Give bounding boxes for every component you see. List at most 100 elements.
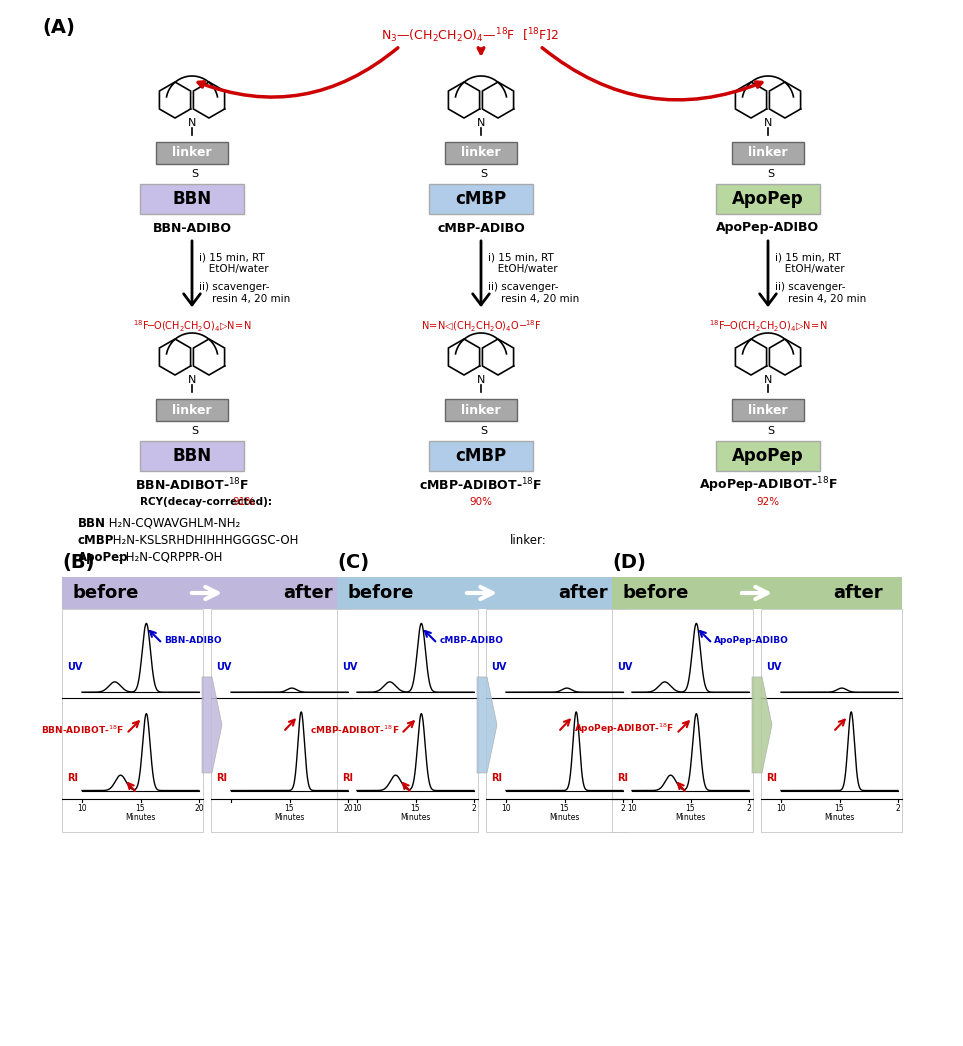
Text: cMBP: cMBP [455, 190, 507, 208]
Text: S: S [480, 169, 487, 179]
Text: 15: 15 [560, 803, 569, 813]
Text: cMBP-ADIBOT-$^{18}$F: cMBP-ADIBOT-$^{18}$F [310, 723, 400, 735]
Bar [337, 577, 627, 609]
Bar [732, 142, 804, 164]
Text: 92%: 92% [757, 497, 780, 507]
Text: : H₂N-CQRPPR-OH: : H₂N-CQRPPR-OH [118, 551, 222, 564]
Text: BBN: BBN [78, 517, 106, 530]
Text: after: after [559, 584, 609, 602]
Text: N: N [477, 118, 485, 128]
Text: UV: UV [766, 662, 781, 672]
Text: Minutes: Minutes [549, 813, 580, 821]
Text: BBN-ADIBO: BBN-ADIBO [165, 636, 222, 645]
Text: RI: RI [491, 773, 502, 783]
Text: 10: 10 [627, 803, 637, 813]
Text: S: S [767, 169, 774, 179]
Text: BBN-ADIBO: BBN-ADIBO [152, 222, 231, 234]
Bar [716, 441, 820, 471]
Text: 10: 10 [77, 803, 87, 813]
Text: ApoPep: ApoPep [732, 190, 804, 208]
Text: RCY(decay-corrected):: RCY(decay-corrected): [140, 497, 275, 507]
Text: N: N [764, 376, 772, 385]
Text: N: N [188, 118, 196, 128]
Text: after: after [834, 584, 883, 602]
Text: before: before [72, 584, 139, 602]
Text: 20: 20 [195, 803, 204, 813]
Text: cMBP: cMBP [78, 535, 115, 547]
Text: i) 15 min, RT
   EtOH/water: i) 15 min, RT EtOH/water [199, 252, 269, 274]
Text: ApoPep-ADIBOT-$^{18}$F: ApoPep-ADIBOT-$^{18}$F [699, 475, 837, 495]
Text: ApoPep: ApoPep [78, 551, 128, 564]
Text: i) 15 min, RT
   EtOH/water: i) 15 min, RT EtOH/water [488, 252, 558, 274]
Text: linker: linker [461, 146, 501, 159]
Bar [761, 609, 902, 832]
Bar [140, 441, 244, 471]
Text: 15: 15 [686, 803, 695, 813]
Bar [716, 184, 820, 214]
Text: linker: linker [172, 404, 212, 416]
Text: UV: UV [617, 662, 633, 672]
Text: (D): (D) [612, 553, 646, 572]
Text: $^{18}$F$\!\!-\!\!$O(CH$_2$CH$_2$O)$_4\!\triangleright\!$N$\!=\!$N: $^{18}$F$\!\!-\!\!$O(CH$_2$CH$_2$O)$_4\!… [133, 319, 251, 335]
Text: S: S [191, 169, 198, 179]
Text: RI: RI [67, 773, 78, 783]
Bar [445, 399, 517, 420]
Text: linker: linker [172, 146, 212, 159]
Text: 15: 15 [835, 803, 845, 813]
Text: Minutes: Minutes [274, 813, 304, 821]
Text: UV: UV [216, 662, 231, 672]
Text: 15: 15 [410, 803, 420, 813]
Bar [337, 609, 478, 832]
Text: 10: 10 [352, 803, 362, 813]
Text: ii) scavenger-
    resin 4, 20 min: ii) scavenger- resin 4, 20 min [775, 282, 867, 303]
Text: 2: 2 [896, 803, 900, 813]
Text: linker:: linker: [510, 535, 547, 547]
Text: 15: 15 [285, 803, 295, 813]
Bar [612, 577, 902, 609]
Text: Minutes: Minutes [824, 813, 855, 821]
Text: Minutes: Minutes [125, 813, 156, 821]
Text: N: N [764, 118, 772, 128]
Text: UV: UV [491, 662, 507, 672]
Text: S: S [191, 426, 198, 436]
Text: BBN-ADIBOT-$^{18}$F: BBN-ADIBOT-$^{18}$F [41, 723, 124, 735]
Text: linker: linker [748, 146, 788, 159]
Text: N$_3$—(CH$_2$CH$_2$O)$_4$—$^{18}$F  [$^{18}$F]2: N$_3$—(CH$_2$CH$_2$O)$_4$—$^{18}$F [$^{1… [380, 26, 560, 45]
Text: RI: RI [342, 773, 353, 783]
Polygon shape [202, 677, 222, 773]
Text: RI: RI [766, 773, 777, 783]
Text: linker: linker [748, 404, 788, 416]
Text: BBN-ADIBOT-$^{18}$F: BBN-ADIBOT-$^{18}$F [135, 477, 249, 494]
Text: 2: 2 [472, 803, 477, 813]
Text: ii) scavenger-
    resin 4, 20 min: ii) scavenger- resin 4, 20 min [488, 282, 580, 303]
Text: (C): (C) [337, 553, 369, 572]
Bar [612, 609, 753, 832]
Text: : H₂N-CQWAVGHLM-NH₂: : H₂N-CQWAVGHLM-NH₂ [101, 517, 240, 530]
Text: : H₂N-KSLSRHDHIHHHGGGSC-OH: : H₂N-KSLSRHDHIHHHGGGSC-OH [105, 535, 299, 547]
Text: UV: UV [67, 662, 83, 672]
Bar [156, 142, 228, 164]
Text: cMBP-ADIBO: cMBP-ADIBO [439, 636, 504, 645]
Text: 10: 10 [501, 803, 510, 813]
Bar [156, 399, 228, 420]
Bar [429, 441, 533, 471]
Text: BBN: BBN [172, 447, 212, 465]
Bar [62, 609, 203, 832]
Bar [429, 184, 533, 214]
Text: 20: 20 [343, 803, 352, 813]
Bar [62, 577, 352, 609]
Text: i) 15 min, RT
   EtOH/water: i) 15 min, RT EtOH/water [775, 252, 845, 274]
Bar [140, 184, 244, 214]
Text: UV: UV [342, 662, 357, 672]
Text: BBN: BBN [172, 190, 212, 208]
Text: before: before [622, 584, 689, 602]
Text: S: S [767, 426, 774, 436]
Text: cMBP-ADIBO: cMBP-ADIBO [437, 222, 525, 234]
Text: RI: RI [216, 773, 227, 783]
Bar [445, 142, 517, 164]
Text: (B): (B) [62, 553, 94, 572]
Bar [211, 609, 352, 832]
Text: ii) scavenger-
    resin 4, 20 min: ii) scavenger- resin 4, 20 min [199, 282, 290, 303]
Text: S: S [480, 426, 487, 436]
Text: Minutes: Minutes [401, 813, 430, 821]
